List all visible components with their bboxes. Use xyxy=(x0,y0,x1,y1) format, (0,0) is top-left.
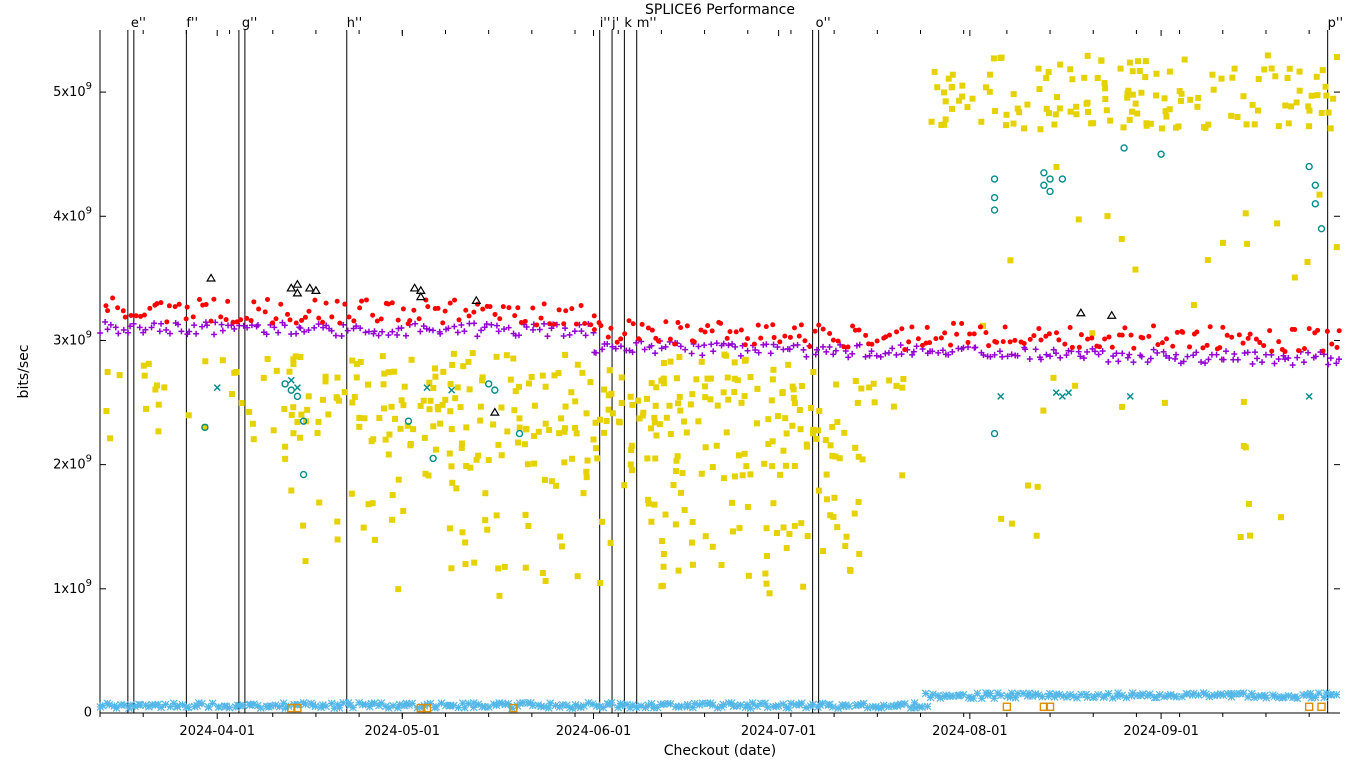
svg-text:5x109: 5x109 xyxy=(53,81,92,100)
svg-text:p'': p'' xyxy=(1328,16,1343,31)
svg-text:k: k xyxy=(624,16,632,31)
svg-text:2024-04-01: 2024-04-01 xyxy=(179,724,255,739)
x-axis-label: Checkout (date) xyxy=(664,743,776,759)
chart-svg: 0 1x109 2x109 3x109 4x109 5x109 bits/sec 2024-0… xyxy=(0,0,1360,768)
svg-text:f'': f'' xyxy=(186,16,198,31)
svg-text:2024-07-01: 2024-07-01 xyxy=(741,724,817,739)
svg-text:j': j' xyxy=(611,16,619,31)
svg-text:2024-08-01: 2024-08-01 xyxy=(932,724,1008,739)
chart-container: 0 1x109 2x109 3x109 4x109 5x109 bits/sec 2024-0… xyxy=(0,0,1360,768)
svg-text:3x109: 3x109 xyxy=(53,329,92,348)
y-axis-label: bits/sec xyxy=(16,345,32,399)
svg-text:g'': g'' xyxy=(242,16,257,31)
svg-text:4x109: 4x109 xyxy=(53,205,92,224)
svg-text:e'': e'' xyxy=(131,16,146,31)
svg-text:m'': m'' xyxy=(637,16,657,31)
svg-text:i'': i'' xyxy=(600,16,611,31)
svg-text:h'': h'' xyxy=(347,16,362,31)
chart-title: SPLICE6 Performance xyxy=(645,2,795,18)
svg-text:2024-06-01: 2024-06-01 xyxy=(556,724,632,739)
svg-text:2024-05-01: 2024-05-01 xyxy=(365,724,441,739)
svg-text:2024-09-01: 2024-09-01 xyxy=(1123,724,1199,739)
svg-text:o'': o'' xyxy=(816,16,831,31)
svg-text:0: 0 xyxy=(84,706,92,721)
svg-text:1x109: 1x109 xyxy=(53,578,92,597)
svg-text:2x109: 2x109 xyxy=(53,454,92,473)
